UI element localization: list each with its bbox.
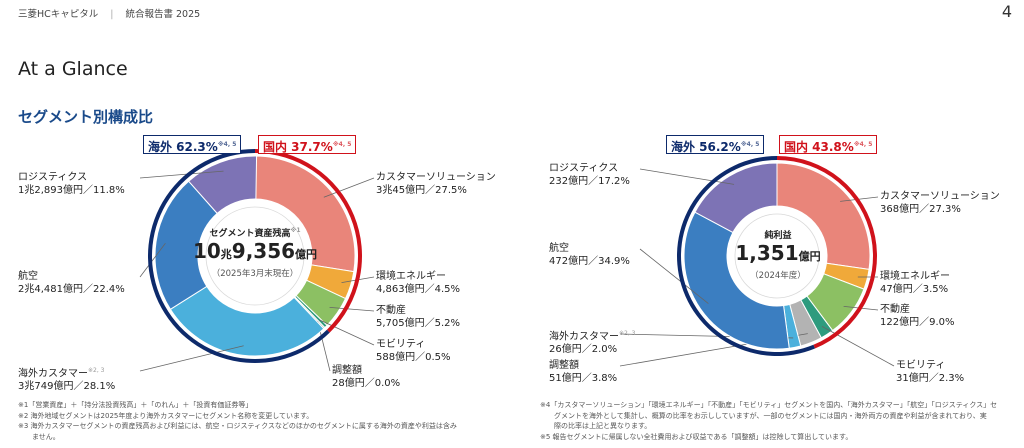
leader-line xyxy=(139,345,244,372)
slice-label: 環境エネルギー 4,863億円／4.5% xyxy=(376,271,461,295)
leader-line xyxy=(639,168,735,185)
center-label-right: 純利益 1,351億円 （2024年度） xyxy=(735,231,821,281)
slice-label: モビリティ 31億円／2.3% xyxy=(896,360,965,384)
company-name: 三菱HCキャピタル xyxy=(18,9,99,20)
slice-label: 航空 472億円／34.9% xyxy=(549,243,630,267)
leader-line xyxy=(639,248,709,304)
section-title: セグメント別構成比 xyxy=(18,108,154,126)
slice-label: ロジスティクス 1兆2,893億円／11.8% xyxy=(18,172,125,196)
center-label-left: セグメント資産残高※1 10兆9,356億円 （2025年3月末現在） xyxy=(192,227,318,279)
overseas-tag-left: 海外 62.3%※4, 5 xyxy=(143,135,242,154)
leader-line xyxy=(329,306,375,312)
slice-label: モビリティ 588億円／0.5% xyxy=(376,339,451,363)
slice-label: 不動産 5,705億円／5.2% xyxy=(376,305,461,329)
slice-label: 不動産 122億円／9.0% xyxy=(880,304,955,328)
pie-slice xyxy=(254,155,356,273)
report-name: 統合報告書 2025 xyxy=(125,9,201,20)
leader-line xyxy=(139,170,224,179)
slice-label: 環境エネルギー 47億円／3.5% xyxy=(880,271,950,295)
leader-line xyxy=(821,326,895,367)
domestic-tag-left: 国内 37.7%※4, 5 xyxy=(258,135,357,154)
leader-line xyxy=(319,319,375,346)
page-number: 4 xyxy=(1001,2,1012,21)
pie-slice xyxy=(776,162,871,270)
center-circle xyxy=(205,206,305,306)
slice-label: 航空 2兆4,481億円／22.4% xyxy=(18,271,125,295)
leader-line xyxy=(323,177,375,198)
slice-label: カスタマーソリューション 368億円／27.3% xyxy=(880,191,1000,215)
donut-hole xyxy=(200,201,310,311)
slice-label: 調整額 28億円／0.0% xyxy=(332,365,401,389)
page-title: At a Glance xyxy=(18,58,128,80)
slice-label: ロジスティクス 232億円／17.2% xyxy=(549,163,630,187)
footnotes-left: ※1「営業資産」＋「持分法投資残高」＋「のれん」＋「投資有価証券等」 ※2 海外… xyxy=(18,401,457,441)
slice-label: 海外カスタマー※2, 3 26億円／2.0% xyxy=(549,330,636,356)
slice-label: 海外カスタマー※2, 3 3兆749億円／28.1% xyxy=(18,367,116,393)
pie-slice xyxy=(694,162,778,234)
slice-label: 調整額 51億円／3.8% xyxy=(549,360,618,384)
overseas-tag-right: 海外 56.2%※4, 5 xyxy=(666,135,765,154)
pie-slice xyxy=(187,155,258,215)
slice-label: カスタマーソリューション 3兆45億円／27.5% xyxy=(376,172,496,196)
header: 三菱HCキャピタル | 統合報告書 2025 xyxy=(18,9,201,20)
leader-line xyxy=(139,243,166,278)
donut-hole xyxy=(729,208,825,304)
pie-slice xyxy=(683,211,790,350)
domestic-tag-right: 国内 43.8%※4, 5 xyxy=(779,135,878,154)
footnotes-right: ※4「カスタマーソリューション」「環境エネルギー」「不動産」「モビリティ」セグメ… xyxy=(540,401,998,441)
pie-slice xyxy=(169,285,325,357)
center-circle xyxy=(734,213,820,299)
